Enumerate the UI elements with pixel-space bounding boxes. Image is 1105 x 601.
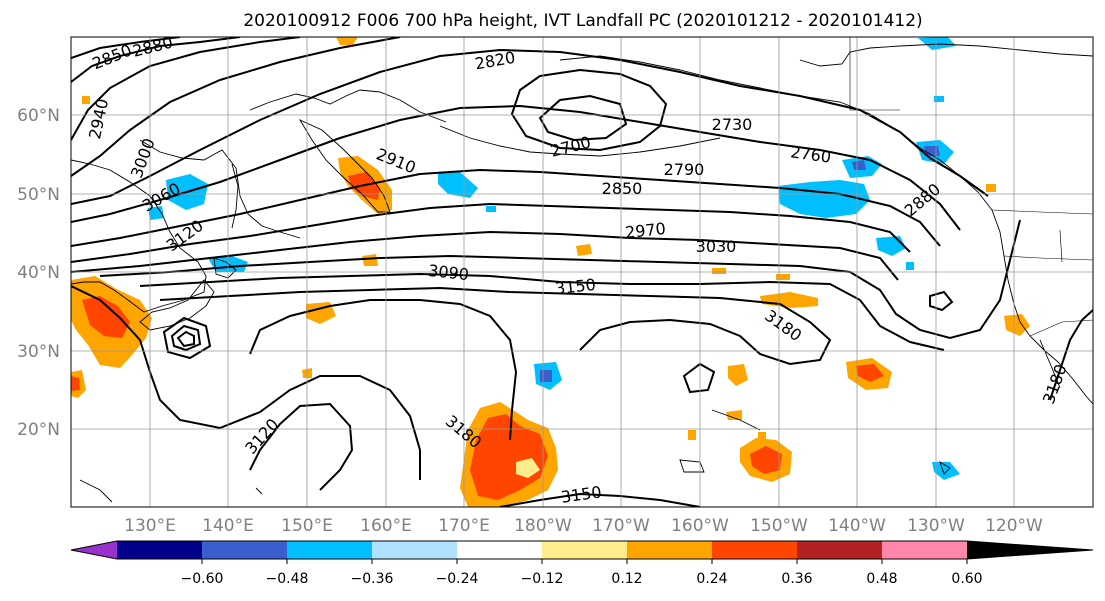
ivt-patch	[986, 184, 996, 192]
colorbar: −0.60 −0.48 −0.36 −0.24 −0.12 0.12 0.24 …	[70, 540, 1094, 587]
map-frame	[70, 36, 1094, 508]
contour-label: 3030	[696, 237, 737, 256]
colorbar-segment	[797, 541, 882, 559]
contour-label: 3090	[427, 261, 469, 284]
ivt-patch	[1004, 314, 1030, 336]
ivt-patch	[82, 296, 130, 338]
lon-label: 160°E	[360, 516, 412, 536]
colorbar-segment	[287, 541, 372, 559]
ivt-patch	[148, 206, 164, 220]
ivt-patch	[856, 364, 884, 382]
ivt-patch	[82, 96, 90, 104]
gridlines	[71, 37, 1093, 507]
lon-label: 170°W	[592, 516, 650, 536]
colorbar-segment	[71, 541, 117, 559]
ivt-patch	[306, 302, 336, 324]
colorbar-segment	[457, 541, 542, 559]
ivt-patch	[750, 446, 782, 474]
lon-label: 130°W	[907, 516, 965, 536]
colorbar-tick-label: −0.36	[351, 571, 394, 587]
ivt-patch	[362, 254, 378, 266]
contour-label: 3150	[554, 275, 596, 298]
colorbar-segment	[712, 541, 797, 559]
lat-label: 40°N	[17, 263, 60, 283]
ivt-patch	[728, 364, 748, 386]
lat-label: 60°N	[17, 106, 60, 126]
lat-label: 50°N	[17, 185, 60, 205]
ivt-patch	[438, 172, 478, 198]
lon-label: 160°W	[671, 516, 729, 536]
ivt-patch	[470, 414, 548, 500]
map-panel: 2850 2880 2940 3000 3060 3120 2820 2700 …	[70, 33, 1094, 508]
lat-label: 20°N	[17, 420, 60, 440]
ivt-patch	[906, 262, 914, 270]
height-contours	[71, 37, 1093, 507]
ivt-patch	[918, 37, 956, 50]
ivt-patch	[540, 370, 552, 382]
coastlines	[71, 43, 1093, 503]
ivt-patch	[726, 410, 742, 420]
lat-label: 30°N	[17, 342, 60, 362]
ivt-patch	[576, 244, 592, 256]
colorbar-segment	[882, 541, 967, 559]
lon-label: 130°E	[124, 516, 176, 536]
colorbar-tick-label: −0.12	[521, 571, 564, 587]
lon-label: 140°E	[202, 516, 254, 536]
colorbar-tick-label: 0.24	[696, 571, 727, 587]
colorbar-tick-label: −0.24	[436, 571, 479, 587]
ivt-patch	[712, 268, 726, 274]
ivt-patch	[688, 430, 696, 440]
colorbar-tick-label: −0.48	[266, 571, 309, 587]
figure-title: 2020100912 F006 700 hPa height, IVT Land…	[243, 11, 922, 31]
colorbar-ticks	[201, 559, 968, 564]
contour-label: 2970	[624, 219, 666, 242]
colorbar-tick-label: 0.12	[611, 571, 642, 587]
contour-label: 2730	[712, 115, 753, 134]
ivt-patch	[934, 96, 944, 102]
colorbar-segment	[202, 541, 287, 559]
lon-label: 150°W	[750, 516, 808, 536]
colorbar-segment	[542, 541, 627, 559]
colorbar-tick-label: 0.36	[781, 571, 812, 587]
lon-label: 120°W	[985, 516, 1043, 536]
ivt-patch	[516, 458, 540, 478]
lon-label: 140°W	[828, 516, 886, 536]
colorbar-tick-label: 0.48	[866, 571, 897, 587]
contour-label: 2790	[664, 160, 705, 179]
ivt-patch	[71, 376, 80, 391]
colorbar-segment	[117, 541, 202, 559]
contour-label: 2850	[602, 179, 643, 198]
lon-label: 170°E	[438, 516, 490, 536]
lon-label: 180°W	[514, 516, 572, 536]
ivt-patch	[758, 432, 766, 440]
lon-label: 150°E	[281, 516, 333, 536]
ivt-patch	[486, 206, 496, 212]
colorbar-outline	[70, 540, 1094, 560]
ivt-patch	[336, 37, 358, 46]
ivt-patch	[932, 462, 960, 480]
colorbar-segment	[627, 541, 712, 559]
borders	[849, 37, 1093, 337]
lon-labels: 130°E 140°E 150°E 160°E 170°E 180°W 170°…	[124, 516, 1043, 536]
colorbar-tick-label: 0.60	[951, 571, 982, 587]
ivt-patch	[776, 274, 790, 280]
ivt-patch	[852, 160, 866, 170]
colorbar-tick-label: −0.60	[181, 571, 224, 587]
colorbar-segment	[967, 541, 1093, 559]
colorbar-segment	[372, 541, 457, 559]
lat-labels: 60°N 50°N 40°N 30°N 20°N	[17, 106, 60, 440]
